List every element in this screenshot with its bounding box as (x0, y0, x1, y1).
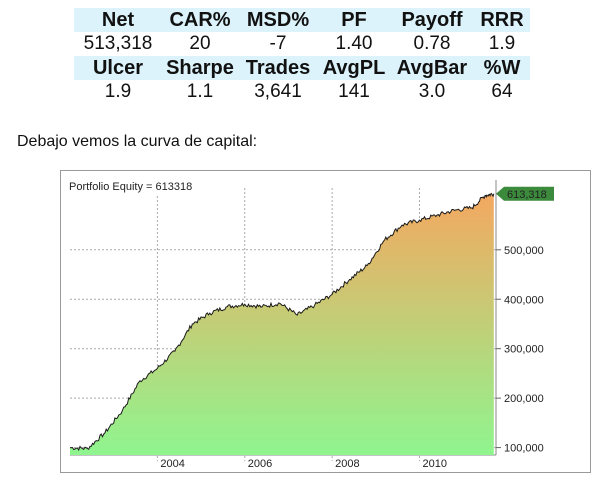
y-tick-label: 100,000 (504, 443, 544, 455)
stat-value-rrr: 1.9 (488, 33, 516, 54)
stats-value-row-2: 1.9 1.1 3,641 141 3.0 64 (74, 80, 530, 104)
stat-header-avgpl: AvgPL (322, 56, 386, 79)
x-tick-label: 2006 (248, 458, 272, 470)
stats-table: Net CAR% MSD% PF Payoff RRR 513,318 20 -… (74, 8, 530, 104)
stat-value-net: 513,318 (83, 33, 153, 54)
equity-line (69, 192, 495, 452)
stat-header-pf: PF (341, 8, 367, 31)
equity-chart: Portfolio Equity = 613318 2004 2006 2008 20… (60, 170, 593, 474)
last-value-label: 613,318 (507, 189, 547, 201)
stats-value-row-1: 513,318 20 -7 1.40 0.78 1.9 (74, 32, 530, 56)
x-axis-ticks: 2004 2006 2008 2010 (160, 458, 447, 470)
stat-value-msd: -7 (269, 33, 287, 54)
stat-value-sharpe: 1.1 (186, 81, 214, 102)
stat-header-rrr: RRR (480, 8, 524, 31)
y-tick-label: 300,000 (504, 344, 544, 356)
equity-chart-svg: Portfolio Equity = 613318 2004 2006 2008 20… (60, 170, 591, 473)
last-value-marker-shape (496, 186, 554, 201)
equity-area (70, 193, 494, 455)
stat-value-ulcer: 1.9 (104, 81, 132, 102)
stat-header-avgbar: AvgBar (396, 56, 468, 79)
x-tick-label: 2004 (160, 458, 184, 470)
stat-value-winpct: 64 (491, 81, 513, 102)
stat-value-pf: 1.40 (335, 33, 373, 54)
stat-header-sharpe: Sharpe (166, 56, 234, 79)
chart-title: Portfolio Equity = 613318 (69, 181, 192, 193)
stat-value-payoff: 0.78 (413, 33, 451, 54)
stats-header-row-1: Net CAR% MSD% PF Payoff RRR (74, 8, 530, 32)
last-value-marker: 613,318 (496, 186, 554, 201)
stat-header-ulcer: Ulcer (92, 56, 144, 79)
stat-header-payoff: Payoff (401, 8, 463, 31)
stat-header-msd: MSD% (246, 8, 310, 31)
stat-value-avgbar: 3.0 (418, 81, 446, 102)
chart-caption: Debajo vemos la curva de capital: (17, 133, 258, 150)
stat-value-trades: 3,641 (254, 81, 302, 102)
stat-header-winpct: %W (483, 56, 521, 79)
y-tick-label: 500,000 (504, 245, 544, 257)
y-axis-ticks: 100,000 200,000 300,000 400,000 500,000 (496, 245, 544, 455)
stat-header-net: Net (101, 8, 135, 31)
y-tick-label: 400,000 (504, 294, 544, 306)
stats-header-row-2: Ulcer Sharpe Trades AvgPL AvgBar %W (74, 56, 530, 80)
stat-value-avgpl: 141 (338, 81, 370, 102)
y-tick-label: 200,000 (504, 393, 544, 405)
stat-header-trades: Trades (245, 56, 311, 79)
stat-header-car: CAR% (169, 8, 231, 31)
chart-title-bg (66, 179, 179, 194)
x-tick-label: 2008 (335, 458, 359, 470)
stat-value-car: 20 (189, 33, 211, 54)
x-tick-label: 2010 (423, 458, 447, 470)
